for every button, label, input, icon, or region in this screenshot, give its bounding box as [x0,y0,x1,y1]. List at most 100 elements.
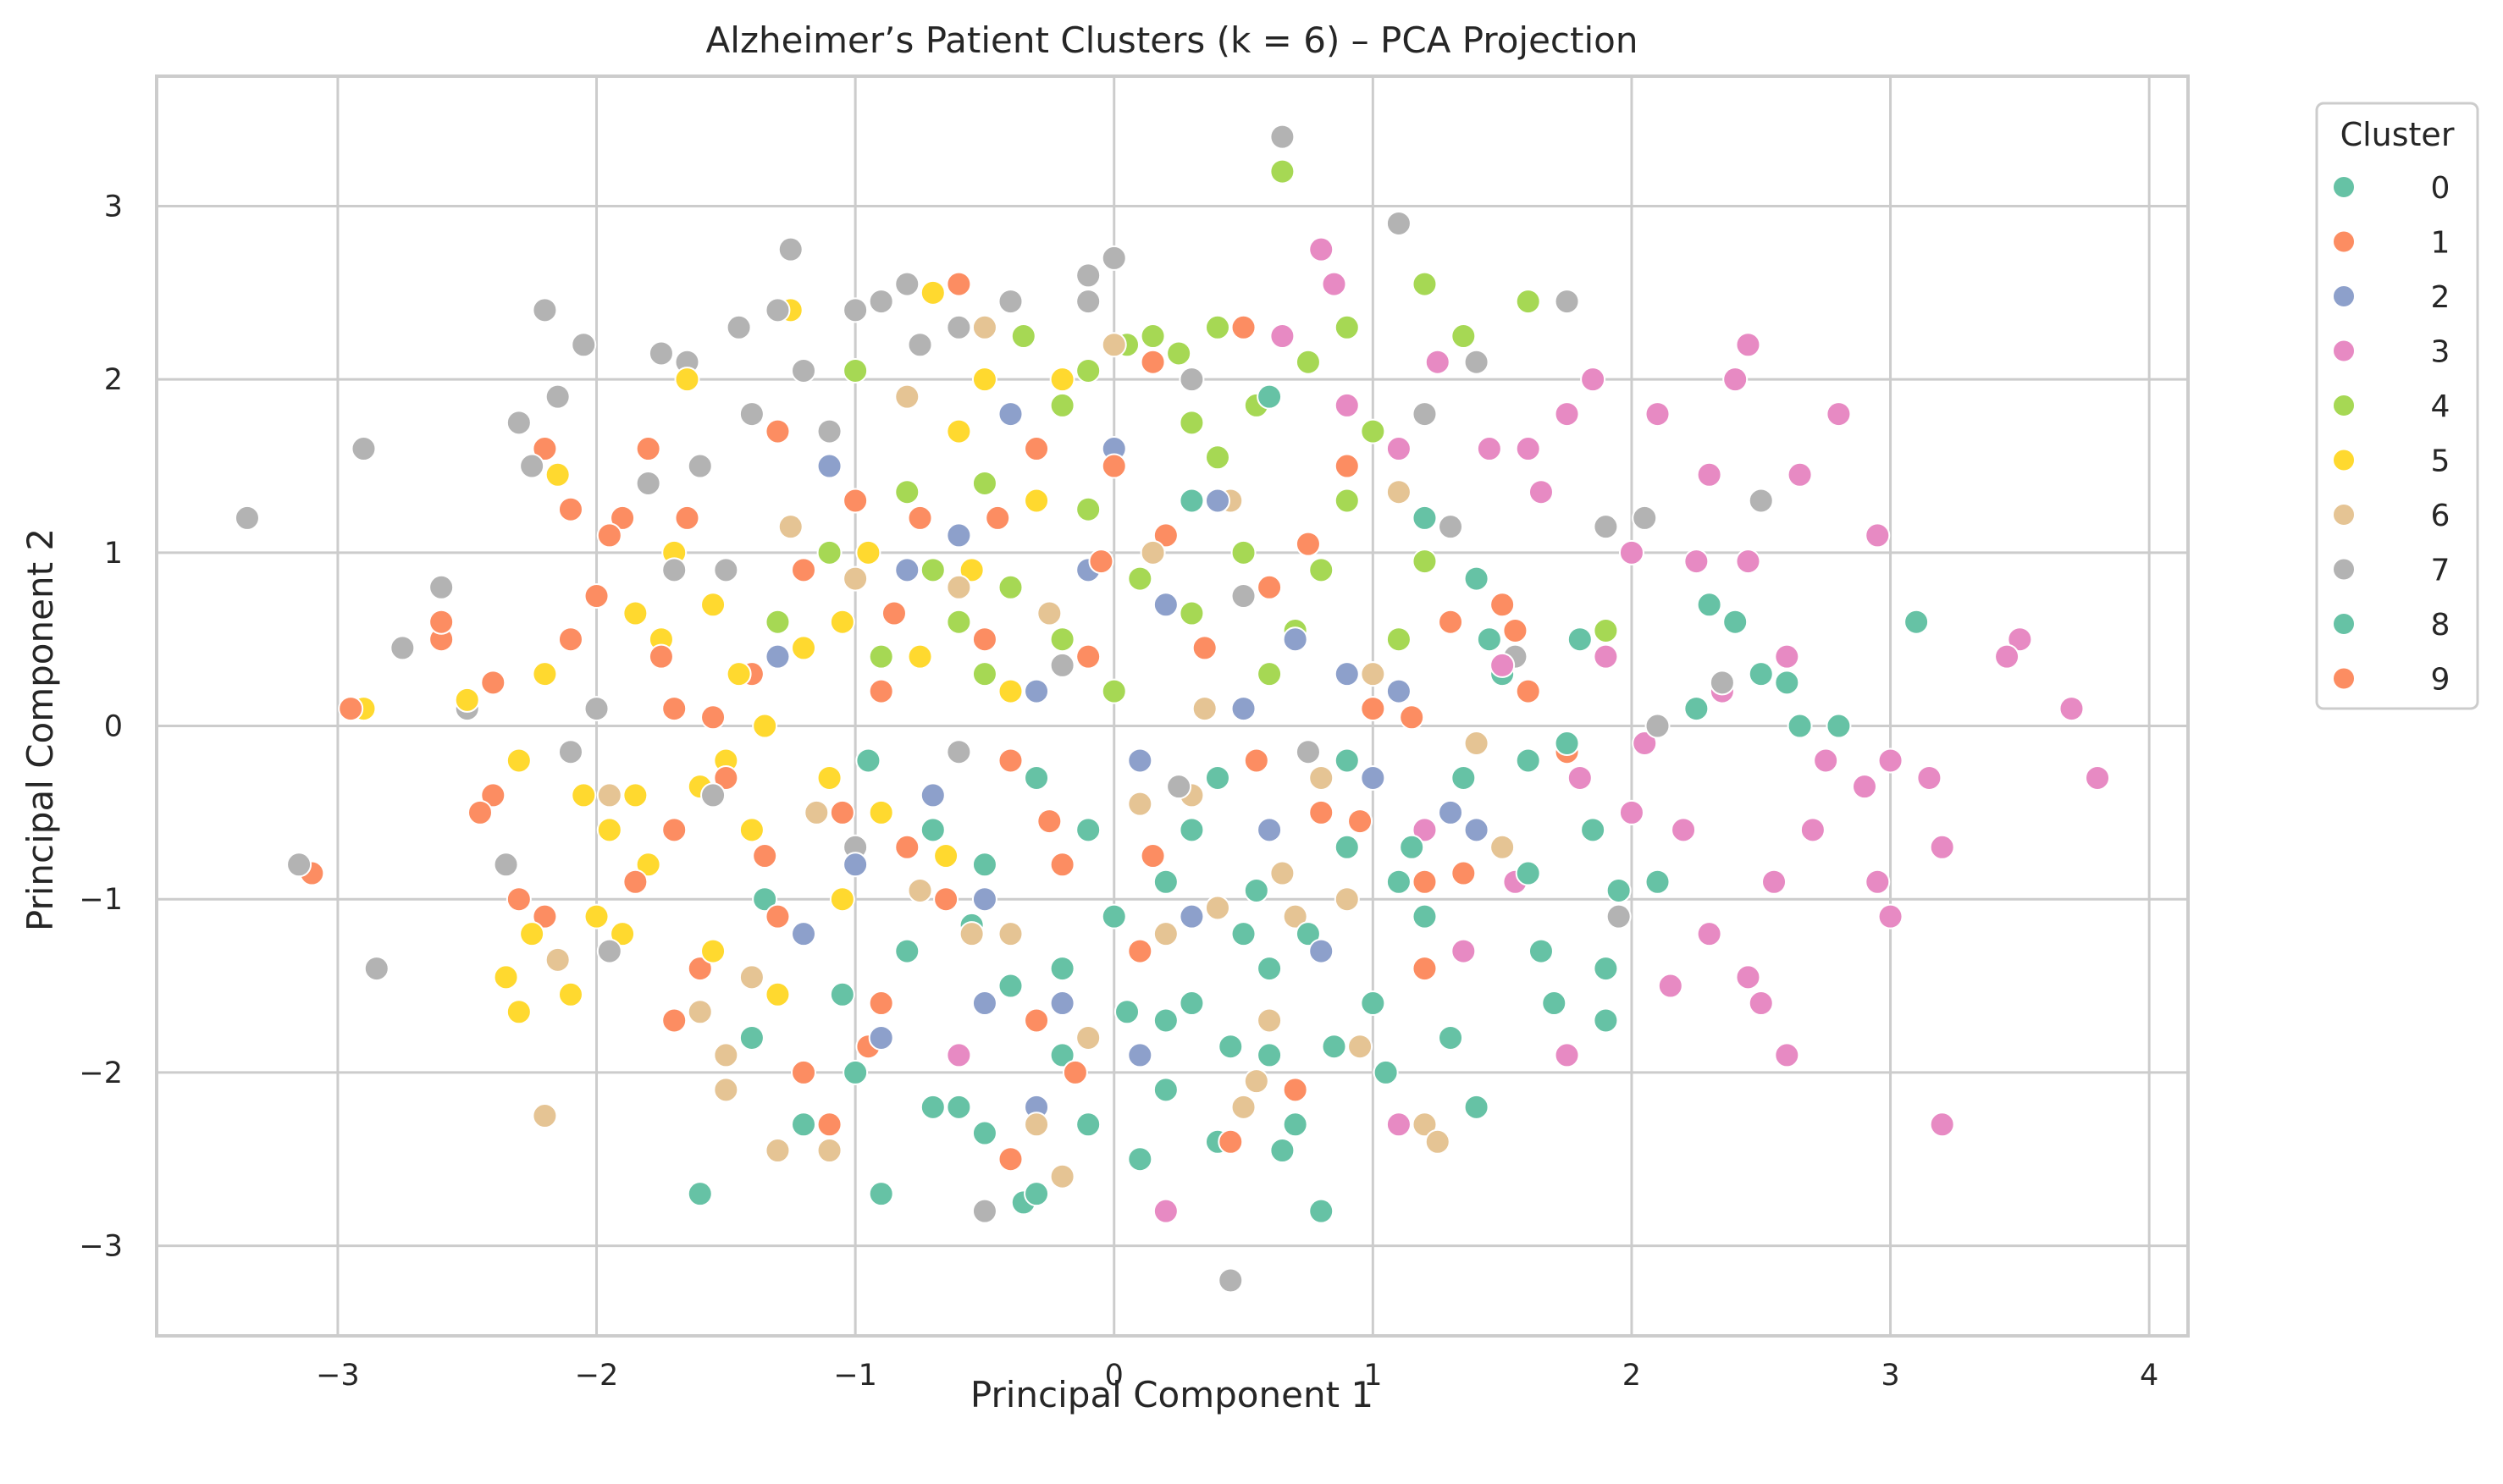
point-cluster-6 [1191,696,1218,722]
point-cluster-0 [1515,748,1541,774]
point-cluster-7 [428,574,455,600]
point-cluster-5 [571,782,597,808]
point-cluster-2 [997,401,1024,428]
point-cluster-9 [674,505,700,531]
point-cluster-4 [1269,158,1296,185]
point-cluster-0 [1282,1112,1308,1138]
point-cluster-2 [868,1024,894,1051]
point-cluster-8 [1774,670,1800,696]
point-cluster-8 [1075,817,1102,843]
x-tick-label: 3 [1881,1359,1899,1393]
point-cluster-1 [868,990,894,1017]
point-cluster-7 [519,453,545,479]
point-cluster-3 [1735,964,1761,990]
y-tick-label: −3 [79,1230,123,1264]
point-cluster-6 [894,383,920,410]
point-cluster-0 [1024,764,1050,791]
point-cluster-3 [1826,401,1852,428]
point-cluster-1 [467,799,494,825]
point-cluster-7 [544,383,571,410]
point-cluster-9 [829,799,855,825]
point-cluster-0 [1903,609,1930,635]
point-cluster-7 [557,739,583,765]
point-cluster-1 [1101,453,1127,479]
point-cluster-7 [363,956,390,982]
point-cluster-9 [596,522,622,549]
point-cluster-5 [700,592,727,618]
legend-marker-9 [2332,666,2356,691]
point-cluster-6 [1243,1068,1269,1095]
point-cluster-1 [1257,574,1283,600]
point-cluster-4 [1515,289,1541,315]
point-cluster-5 [920,279,946,306]
point-cluster-5 [1024,488,1050,514]
point-cluster-3 [1269,323,1296,350]
point-cluster-6 [596,782,622,808]
point-cluster-0 [1257,383,1283,410]
point-cluster-0 [1049,1042,1075,1068]
point-cluster-3 [1696,461,1722,488]
point-cluster-2 [1179,903,1205,930]
point-cluster-7 [765,297,791,323]
point-cluster-3 [1813,748,1839,774]
point-cluster-1 [338,696,364,722]
point-cluster-5 [635,852,661,878]
point-cluster-7 [1748,488,1774,514]
point-cluster-0 [1696,592,1722,618]
point-cluster-8 [1683,696,1710,722]
point-cluster-1 [1075,643,1102,670]
point-cluster-3 [1787,461,1813,488]
point-cluster-8 [1515,860,1541,886]
point-cluster-1 [1334,453,1360,479]
point-cluster-9 [532,903,558,930]
point-cluster-1 [648,643,674,670]
point-cluster-6 [713,1077,739,1103]
point-cluster-8 [1373,1059,1399,1085]
point-cluster-8 [1269,1137,1296,1163]
legend-marker-0 [2332,175,2356,199]
point-cluster-3 [1865,522,1891,549]
point-cluster-1 [1024,436,1050,462]
y-tick-label: 1 [104,537,123,571]
point-cluster-9 [933,886,959,913]
point-cluster-6 [1424,1128,1450,1155]
point-cluster-3 [1618,539,1644,565]
point-cluster-8 [1218,1034,1244,1060]
x-tick-label: 0 [1105,1359,1124,1393]
point-cluster-0 [946,1094,972,1120]
point-cluster-3 [1877,903,1903,930]
point-cluster-6 [816,1137,843,1163]
point-cluster-4 [816,539,843,565]
legend-label-7: 7 [2431,554,2451,588]
point-cluster-7 [635,470,661,496]
point-cluster-5 [596,817,622,843]
point-cluster-0 [997,973,1024,999]
point-cluster-0 [1204,764,1230,791]
point-cluster-7 [1269,124,1296,150]
point-cluster-1 [946,271,972,297]
point-cluster-4 [1412,271,1438,297]
point-cluster-7 [816,418,843,444]
point-cluster-7 [1075,289,1102,315]
point-cluster-9 [1218,1128,1244,1155]
point-cluster-7 [868,289,894,315]
point-cluster-5 [557,981,583,1007]
point-cluster-6 [843,565,869,592]
point-cluster-0 [1179,488,1205,514]
point-cluster-8 [855,748,881,774]
point-cluster-3 [1774,1042,1800,1068]
point-cluster-5 [454,687,480,713]
point-cluster-5 [519,921,545,947]
point-cluster-0 [1644,869,1671,895]
point-cluster-7 [1166,774,1192,800]
point-cluster-1 [1360,696,1386,722]
point-cluster-9 [1450,860,1477,886]
point-cluster-3 [1877,748,1903,774]
point-cluster-4 [997,574,1024,600]
legend-box [2315,102,2479,710]
point-cluster-3 [1929,834,1955,860]
point-cluster-4 [1295,349,1321,375]
point-cluster-2 [946,522,972,549]
legend-label-3: 3 [2431,335,2451,370]
point-cluster-3 [1321,271,1347,297]
